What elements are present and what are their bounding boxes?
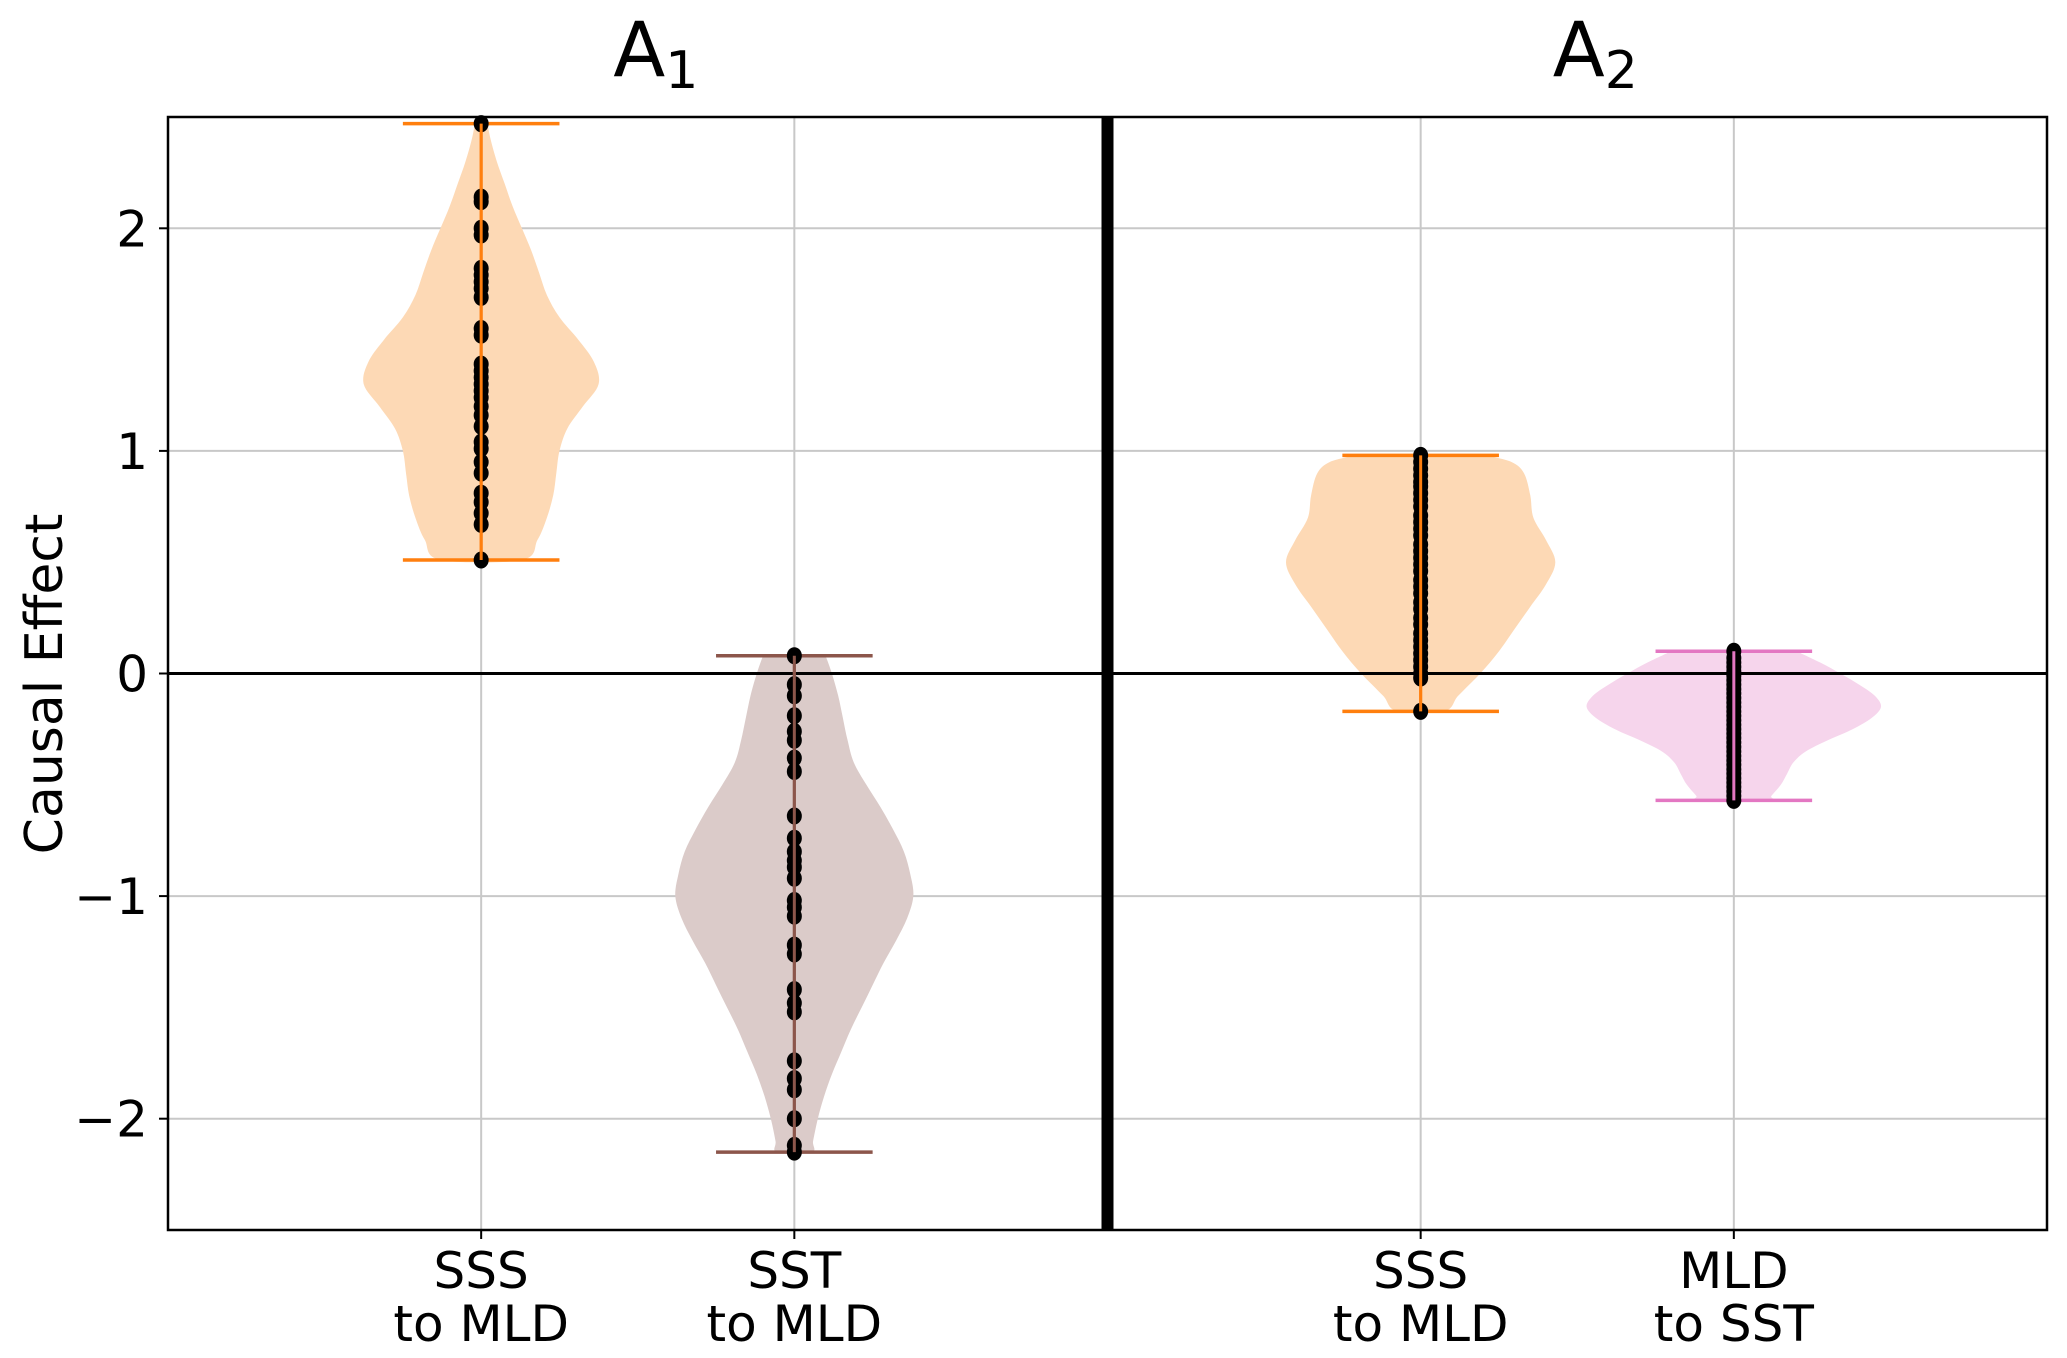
panel-title-subscript: 1 bbox=[665, 41, 698, 101]
y-tick-label: 2 bbox=[116, 200, 148, 258]
x-tick-label-line2: to MLD bbox=[393, 1295, 569, 1353]
panel-title-main: A bbox=[613, 5, 665, 94]
x-tick-label-line2: to SST bbox=[1654, 1295, 1815, 1353]
x-tick-label-line1: MLD bbox=[1679, 1242, 1789, 1300]
panel-title-main: A bbox=[1553, 5, 1605, 94]
y-tick-label: 1 bbox=[116, 423, 148, 481]
y-tick-label: −1 bbox=[74, 868, 148, 926]
panel-title-subscript: 2 bbox=[1605, 41, 1638, 101]
x-tick-label-line1: SSS bbox=[434, 1242, 529, 1300]
y-tick-label: 0 bbox=[116, 646, 148, 704]
x-tick-label-line2: to MLD bbox=[707, 1295, 883, 1353]
y-tick-label: −2 bbox=[74, 1091, 148, 1149]
point-layer bbox=[473, 115, 1742, 1161]
violin-layer bbox=[363, 123, 1882, 1154]
panel-title-2: A2 bbox=[1553, 5, 1638, 101]
panel-title-1: A1 bbox=[613, 5, 698, 101]
x-tick-label-line1: SSS bbox=[1373, 1242, 1468, 1300]
x-tick-label-line2: to MLD bbox=[1333, 1295, 1509, 1353]
y-axis-label: Causal Effect bbox=[15, 514, 75, 855]
x-tick-label-line1: SST bbox=[747, 1242, 841, 1300]
panel-titles: A1 A2 bbox=[613, 5, 1638, 101]
